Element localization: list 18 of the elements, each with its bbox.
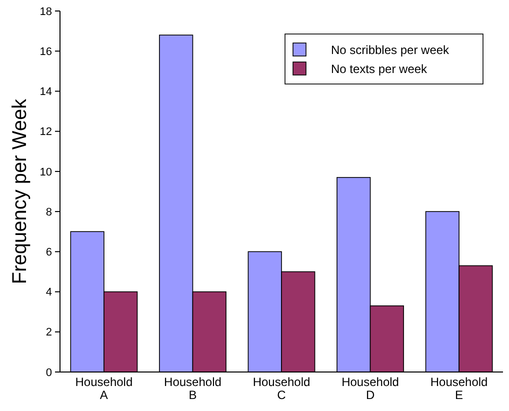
x-tick-label: Household B — [164, 375, 222, 402]
legend-label: No scribbles per week — [331, 43, 450, 58]
x-tick-label: Household C — [252, 375, 310, 402]
x-tick-label: Household A — [75, 375, 133, 402]
y-tick-label: 4 — [46, 286, 52, 299]
legend-label: No texts per week — [331, 62, 428, 76]
y-tick-label: 2 — [46, 326, 52, 339]
y-tick-label: 16 — [40, 46, 52, 58]
y-tick-label: 0 — [46, 366, 52, 379]
y-tick-label: 18 — [40, 6, 52, 18]
y-tick-label: 14 — [40, 86, 52, 98]
x-tick-label: Household D — [342, 375, 399, 402]
y-tick-label: 6 — [46, 246, 52, 259]
y-tick-label: 12 — [40, 126, 52, 138]
y-tick-label: 8 — [46, 206, 52, 218]
y-tick-label: 10 — [40, 166, 52, 178]
y-axis-title: Frequency per Week — [9, 98, 31, 284]
x-tick-label: Household E — [430, 375, 488, 402]
